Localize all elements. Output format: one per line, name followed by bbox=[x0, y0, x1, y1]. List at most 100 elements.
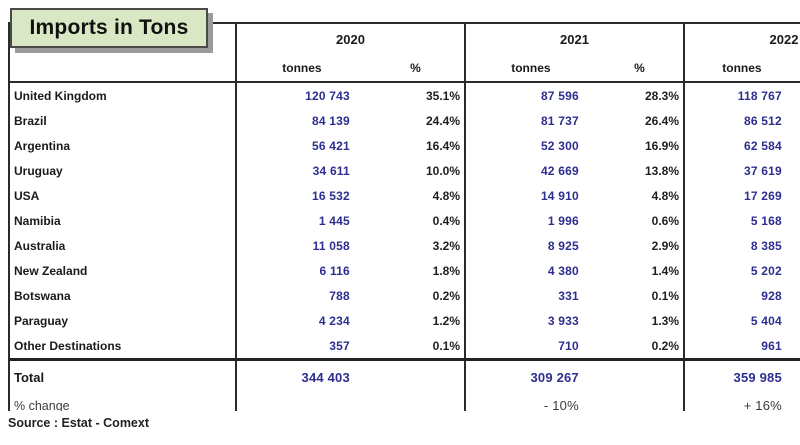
table-row: Uruguay 34 611 10.0% 42 669 13.8% 37 619 bbox=[10, 158, 800, 183]
cell-tonnes-2021: 710 bbox=[558, 338, 579, 353]
imports-table: 2020 2021 2022 tonnes % tonnes % bbox=[8, 22, 800, 411]
cell-pct-2021: 28.3% bbox=[644, 88, 679, 103]
cell-tonnes-2021: 42 669 bbox=[540, 163, 579, 178]
cell-pct-2020: 24.4% bbox=[425, 113, 460, 128]
tonnes-header-2022: tonnes bbox=[722, 60, 762, 75]
pct-change-2022: + 16% bbox=[743, 398, 782, 411]
cell-tonnes-2022: 86 512 bbox=[744, 113, 782, 128]
cell-tonnes-2022: 62 584 bbox=[744, 138, 782, 153]
cell-pct-2020: 3.2% bbox=[432, 238, 460, 253]
year-group-2020: 2020 bbox=[235, 24, 464, 54]
cell-pct-2021: 0.6% bbox=[651, 213, 679, 228]
cell-tonnes-2022: 928 bbox=[761, 288, 782, 303]
cell-tonnes-2020: 16 532 bbox=[312, 188, 350, 203]
table-row: New Zealand 6 116 1.8% 4 380 1.4% 5 202 bbox=[10, 258, 800, 283]
table-row: United Kingdom 120 743 35.1% 87 596 28.3% … bbox=[10, 83, 800, 108]
pct-change-label: % change bbox=[14, 398, 70, 412]
row-label: Argentina bbox=[14, 138, 71, 153]
cell-tonnes-2021: 87 596 bbox=[540, 88, 579, 103]
cell-tonnes-2020: 120 743 bbox=[305, 88, 350, 103]
title-plaque: Imports in Tons bbox=[10, 8, 208, 48]
total-tonnes-2020: 344 403 bbox=[301, 369, 350, 385]
table-row: Botswana 788 0.2% 331 0.1% 928 bbox=[10, 283, 800, 308]
year-header-2020: 2020 bbox=[336, 31, 365, 47]
cell-pct-2021: 0.2% bbox=[651, 338, 679, 353]
cell-tonnes-2020: 6 116 bbox=[319, 263, 350, 278]
cell-tonnes-2021: 81 737 bbox=[540, 113, 579, 128]
cell-tonnes-2020: 56 421 bbox=[312, 138, 350, 153]
cell-tonnes-2022: 8 385 bbox=[750, 238, 782, 253]
cell-tonnes-2021: 14 910 bbox=[540, 188, 579, 203]
year-group-2021: 2021 bbox=[464, 24, 683, 54]
pct-change-row: % change - 10% + 16% bbox=[10, 393, 800, 411]
cell-tonnes-2020: 11 058 bbox=[312, 238, 350, 253]
year-header-2021: 2021 bbox=[560, 31, 589, 47]
table-row: Other Destinations 357 0.1% 710 0.2% 961 bbox=[10, 333, 800, 358]
cell-pct-2020: 4.8% bbox=[432, 188, 460, 203]
cell-tonnes-2022: 5 404 bbox=[750, 313, 782, 328]
pct-header-2021: % bbox=[634, 60, 645, 75]
pct-change-2021: - 10% bbox=[543, 398, 579, 411]
cell-tonnes-2021: 331 bbox=[558, 288, 579, 303]
cell-pct-2021: 1.4% bbox=[651, 263, 679, 278]
cell-tonnes-2021: 1 996 bbox=[547, 213, 579, 228]
cell-tonnes-2020: 84 139 bbox=[312, 113, 350, 128]
cell-pct-2021: 2.9% bbox=[651, 238, 679, 253]
row-label: Namibia bbox=[14, 213, 61, 228]
header-label-spacer bbox=[10, 54, 235, 81]
cell-pct-2021: 4.8% bbox=[651, 188, 679, 203]
row-label: Paraguay bbox=[14, 313, 69, 328]
tonnes-header-2020: tonnes bbox=[282, 60, 322, 75]
pct-change-2020 bbox=[237, 393, 367, 411]
table-header-units: tonnes % tonnes % tonnes bbox=[10, 54, 800, 83]
cell-pct-2020: 16.4% bbox=[425, 138, 460, 153]
cell-tonnes-2022: 17 269 bbox=[744, 188, 782, 203]
table-row: Brazil 84 139 24.4% 81 737 26.4% 86 512 bbox=[10, 108, 800, 133]
row-label: New Zealand bbox=[14, 263, 88, 278]
cell-pct-2021: 26.4% bbox=[644, 113, 679, 128]
cell-tonnes-2022: 5 202 bbox=[750, 263, 782, 278]
cell-tonnes-2020: 4 234 bbox=[318, 313, 350, 328]
table-header-years: 2020 2021 2022 bbox=[10, 24, 800, 54]
cell-tonnes-2022: 118 767 bbox=[737, 88, 782, 103]
cell-pct-2020: 10.0% bbox=[425, 163, 460, 178]
total-tonnes-2021: 309 267 bbox=[530, 369, 579, 385]
cell-pct-2020: 35.1% bbox=[425, 88, 460, 103]
row-label: Australia bbox=[14, 238, 66, 253]
total-label: Total bbox=[14, 369, 45, 385]
pct-header-2020: % bbox=[410, 60, 421, 75]
row-label: Botswana bbox=[14, 288, 71, 303]
row-label: Brazil bbox=[14, 113, 47, 128]
total-tonnes-2022: 359 985 bbox=[733, 369, 782, 385]
row-label: Uruguay bbox=[14, 163, 63, 178]
cell-tonnes-2021: 4 380 bbox=[547, 263, 579, 278]
imports-table-grid: 2020 2021 2022 tonnes % tonnes % bbox=[8, 22, 800, 411]
tonnes-header-2021: tonnes bbox=[511, 60, 551, 75]
cell-pct-2021: 16.9% bbox=[644, 138, 679, 153]
table-row: USA 16 532 4.8% 14 910 4.8% 17 269 bbox=[10, 183, 800, 208]
cell-pct-2020: 0.1% bbox=[432, 338, 460, 353]
row-label: Other Destinations bbox=[14, 338, 122, 353]
cell-tonnes-2021: 8 925 bbox=[547, 238, 579, 253]
cell-pct-2021: 0.1% bbox=[651, 288, 679, 303]
page-title: Imports in Tons bbox=[29, 16, 189, 39]
cell-pct-2020: 1.2% bbox=[432, 313, 460, 328]
cell-tonnes-2020: 1 445 bbox=[318, 213, 350, 228]
source-note: Source : Estat - Comext bbox=[8, 416, 150, 430]
year-header-2022: 2022 bbox=[769, 31, 799, 47]
table-row: Namibia 1 445 0.4% 1 996 0.6% 5 168 bbox=[10, 208, 800, 233]
cell-pct-2020: 0.2% bbox=[432, 288, 460, 303]
table-row: Australia 11 058 3.2% 8 925 2.9% 8 385 bbox=[10, 233, 800, 258]
cell-tonnes-2022: 37 619 bbox=[744, 163, 782, 178]
cell-tonnes-2020: 357 bbox=[329, 338, 350, 353]
cell-pct-2020: 1.8% bbox=[432, 263, 460, 278]
row-label: United Kingdom bbox=[14, 88, 107, 103]
cell-tonnes-2021: 52 300 bbox=[540, 138, 579, 153]
table-row: Argentina 56 421 16.4% 52 300 16.9% 62 584 bbox=[10, 133, 800, 158]
cell-tonnes-2022: 5 168 bbox=[750, 213, 782, 228]
cell-tonnes-2020: 788 bbox=[329, 288, 350, 303]
cell-tonnes-2022: 961 bbox=[761, 338, 782, 353]
table-row: Paraguay 4 234 1.2% 3 933 1.3% 5 404 bbox=[10, 308, 800, 333]
cell-tonnes-2021: 3 933 bbox=[547, 313, 579, 328]
